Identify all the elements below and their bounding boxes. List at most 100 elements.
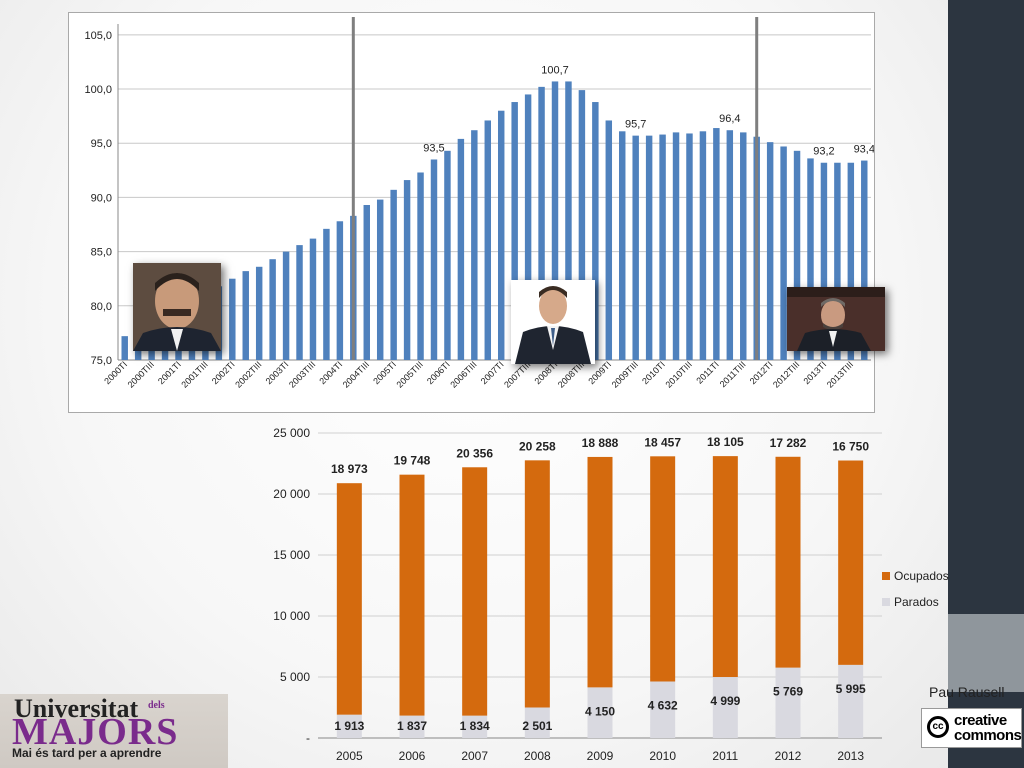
top-bar (565, 81, 572, 360)
side-bar-gray (948, 614, 1024, 692)
top-data-label: 93,5 (423, 142, 444, 154)
top-bar (430, 159, 438, 360)
top-x-tick-label: 2006TIII (448, 359, 478, 389)
top-data-label: 96,4 (719, 113, 740, 125)
top-bar (309, 238, 317, 360)
bottom-bar-parados (524, 707, 550, 738)
bottom-y-tick-label: - (306, 731, 310, 745)
top-bar (686, 133, 693, 360)
top-y-tick-label: 105,0 (84, 30, 112, 42)
top-bar (807, 158, 814, 360)
top-bar (323, 228, 330, 360)
bottom-bar-parados (712, 677, 738, 738)
top-bar (269, 259, 276, 360)
top-bar (282, 251, 290, 360)
top-x-tick-label: 2001TIII (179, 359, 209, 389)
bottom-y-tick-label: 5 000 (280, 670, 310, 684)
univ-logo-dels: dels (148, 700, 165, 711)
top-bar (619, 131, 626, 360)
bottom-data-label-parados: 1 837 (397, 719, 427, 733)
bottom-data-label-parados: 1 834 (460, 719, 490, 733)
bottom-bar-parados (838, 664, 864, 738)
bottom-bar-ocupados (775, 456, 801, 668)
bottom-data-label-ocupados: 18 105 (707, 435, 744, 449)
top-bar (255, 266, 263, 360)
portrait-left-icon (133, 263, 221, 351)
top-bar (672, 132, 680, 360)
bottom-data-label-ocupados: 18 457 (644, 435, 681, 449)
top-bar (457, 138, 465, 360)
side-bar-dark (948, 0, 1024, 614)
top-bar (740, 132, 747, 360)
bottom-bar-ocupados (712, 456, 738, 678)
employment-index-chart-frame: 75,0 80,0 85,0 90,0 95,0 100,0 105,0 93,5 100,7 9… (68, 12, 875, 413)
top-bar (471, 130, 478, 360)
legend-label-ocupados: Ocupados (894, 569, 949, 583)
top-bar (847, 162, 855, 360)
bottom-data-label-ocupados: 18 888 (582, 436, 619, 450)
top-bar (659, 134, 666, 360)
univ-logo-tagline: Mai és tard per a aprendre (12, 746, 162, 760)
top-y-tick-label: 90,0 (91, 192, 112, 204)
top-bar (484, 120, 492, 361)
bottom-x-tick-label: 2009 (587, 749, 614, 763)
bottom-data-label-parados: 4 632 (648, 698, 678, 712)
bottom-y-tick-label: 10 000 (273, 609, 310, 623)
top-bar (793, 150, 801, 360)
bottom-y-tick-label: 15 000 (273, 548, 310, 562)
bottom-bar-parados (587, 687, 613, 738)
bottom-data-label-ocupados: 20 356 (456, 446, 493, 460)
bottom-bar-ocupados (587, 456, 613, 688)
top-bar (861, 160, 868, 360)
top-bar (605, 120, 613, 361)
top-x-tick-label: 2002TIII (233, 359, 263, 389)
bottom-bar-parados (336, 714, 362, 738)
politician-photo-middle (511, 280, 595, 364)
cc-logo-line1: creative (954, 712, 1007, 729)
bottom-x-tick-label: 2007 (461, 749, 488, 763)
bottom-data-label-parados: 5 995 (836, 682, 866, 696)
top-x-tick-label: 2005TIII (395, 359, 425, 389)
bottom-data-label-parados: 2 501 (522, 719, 552, 733)
legend-swatch-ocupados (882, 572, 890, 580)
bottom-x-tick-label: 2013 (837, 749, 864, 763)
portrait-middle-icon (511, 280, 595, 364)
bottom-x-tick-label: 2005 (336, 749, 363, 763)
top-bar (645, 135, 653, 360)
bottom-bar-ocupados (650, 456, 676, 682)
bottom-bar-ocupados (838, 460, 864, 665)
politician-photo-right (787, 287, 885, 351)
top-y-tick-label: 75,0 (91, 355, 112, 367)
creative-commons-logo: cc creative commons (921, 708, 1022, 748)
top-bar (296, 245, 303, 360)
top-bar (363, 205, 370, 360)
top-x-tick-label: 2003TIII (287, 359, 317, 389)
bottom-data-label-parados: 4 999 (710, 694, 740, 708)
bottom-x-tick-label: 2006 (399, 749, 426, 763)
bottom-y-tick-label: 20 000 (273, 487, 310, 501)
bottom-bar-parados (650, 681, 676, 738)
bottom-bar-parados (775, 667, 801, 738)
top-bar (229, 278, 236, 360)
top-bar (336, 221, 344, 360)
employment-index-chart: 75,0 80,0 85,0 90,0 95,0 100,0 105,0 93,5 100,7 9… (84, 17, 875, 390)
top-x-tick-label: 2010TIII (663, 359, 693, 389)
top-bar (592, 102, 599, 361)
top-bar (403, 180, 411, 360)
top-bar (538, 86, 545, 361)
bottom-data-label-ocupados: 16 750 (832, 440, 869, 454)
bottom-bar-ocupados (462, 467, 488, 716)
bottom-bar-parados (399, 715, 425, 738)
top-data-label: 100,7 (541, 64, 569, 76)
top-x-tick-label: 2004TIII (341, 359, 371, 389)
bottom-x-tick-label: 2010 (649, 749, 676, 763)
bottom-x-tick-label: 2011 (712, 749, 738, 763)
univ-logo-line2: MAJORS (12, 711, 179, 753)
top-bar (820, 162, 828, 360)
top-x-tick-label: 2012TIII (771, 359, 801, 389)
top-bar (524, 94, 532, 361)
top-data-label: 93,2 (813, 146, 834, 158)
univ-logo-line1: Universitat (14, 694, 139, 723)
bottom-bar-parados (462, 715, 488, 738)
top-bar (726, 130, 734, 360)
